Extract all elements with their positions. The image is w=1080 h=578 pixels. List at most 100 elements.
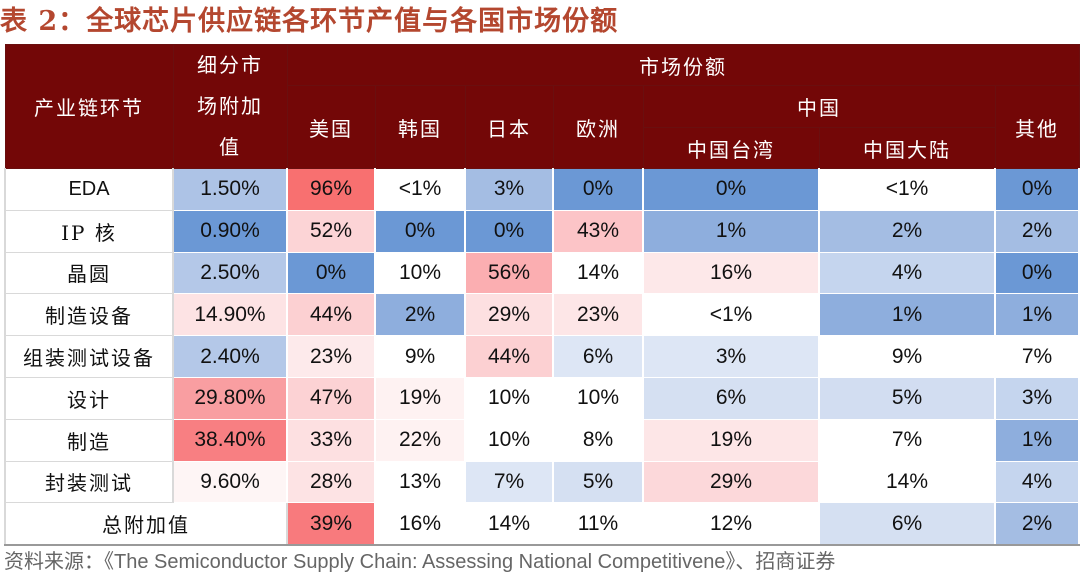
table-cell: 4%: [993, 460, 1080, 504]
table-row: 设计 29.80% 47% 19% 10% 10% 6% 5% 3%: [4, 376, 1080, 420]
total-cell: 2%: [993, 502, 1080, 546]
header-value-added-line: 值: [219, 135, 241, 159]
table-cell: 0%: [642, 168, 820, 211]
table-cell: 9%: [818, 335, 996, 378]
table-cell: <1%: [374, 168, 466, 211]
header-korea: 韩国: [374, 85, 466, 169]
total-label: 总附加值: [4, 502, 288, 546]
table-cell: 7%: [993, 335, 1080, 378]
table-cell: 2%: [374, 293, 466, 337]
table-cell: 1.50%: [172, 168, 288, 211]
table-cell: <1%: [642, 293, 820, 337]
table-caption: 全球芯片供应链各环节产值与各国市场份额: [86, 6, 619, 37]
table-cell: 29%: [464, 293, 554, 337]
table-cell: 2.50%: [172, 251, 288, 295]
table-cell: 33%: [286, 418, 376, 462]
table-cell: 6%: [642, 376, 820, 420]
table-cell: 10%: [464, 376, 554, 420]
table-cell: 0%: [993, 168, 1080, 211]
total-cell: 6%: [818, 502, 996, 546]
table-cell: 38.40%: [172, 418, 288, 462]
table-title: 表 2：全球芯片供应链各环节产值与各国市场份额: [0, 0, 618, 44]
table-cell: 47%: [286, 376, 376, 420]
table-cell: 10%: [464, 418, 554, 462]
table-cell: 16%: [642, 251, 820, 295]
table-row: 组装测试设备 2.40% 23% 9% 44% 6% 3% 9% 7%: [4, 335, 1080, 378]
table-cell: 1%: [818, 293, 996, 337]
table-cell: 19%: [374, 376, 466, 420]
header-value-added-line: 场附加: [197, 94, 263, 118]
table-cell: 3%: [993, 376, 1080, 420]
table-cell: 5%: [552, 460, 644, 504]
table-cell: 9%: [374, 335, 466, 378]
row-label: 制造: [4, 418, 174, 462]
table-cell: 6%: [552, 335, 644, 378]
row-label: 制造设备: [4, 293, 174, 337]
table-cell: 13%: [374, 460, 466, 504]
table-cell: 23%: [552, 293, 644, 337]
table-row: EDA 1.50% 96% <1% 3% 0% 0% <1% 0%: [4, 168, 1080, 211]
table-cell: 0%: [552, 168, 644, 211]
table-cell: 2%: [818, 209, 996, 253]
table-cell: 9.60%: [172, 460, 288, 504]
market-share-table: 产业链环节 细分市 场附加 值 市场份额 美国 韩国 日本 欧洲 中国 其他 中…: [4, 44, 1080, 546]
table-body: EDA 1.50% 96% <1% 3% 0% 0% <1% 0% IP 核 0.90% 52% 0% 0…: [4, 168, 1080, 546]
table-cell: 1%: [642, 209, 820, 253]
total-cell: 16%: [374, 502, 466, 546]
table-label: 表 2：: [0, 6, 87, 37]
table-cell: 44%: [464, 335, 554, 378]
table-cell: 1%: [993, 293, 1080, 337]
table-cell: 5%: [818, 376, 996, 420]
table-cell: 0%: [374, 209, 466, 253]
table-row: 制造设备 14.90% 44% 2% 29% 23% <1% 1% 1%: [4, 293, 1080, 337]
header-europe: 欧洲: [552, 85, 644, 169]
table-cell: 0%: [993, 251, 1080, 295]
table-cell: 0%: [286, 251, 376, 295]
header-taiwan: 中国台湾: [642, 127, 820, 169]
table-cell: 96%: [286, 168, 376, 211]
table-cell: 0.90%: [172, 209, 288, 253]
table-cell: 14%: [552, 251, 644, 295]
row-label: 组装测试设备: [4, 335, 174, 378]
table-cell: 3%: [464, 168, 554, 211]
table-row: 晶圆 2.50% 0% 10% 56% 14% 16% 4% 0%: [4, 251, 1080, 295]
header-japan: 日本: [464, 85, 554, 169]
table-cell: 2%: [993, 209, 1080, 253]
header-others: 其他: [994, 85, 1080, 169]
header-china: 中国: [642, 85, 996, 128]
table-cell: 22%: [374, 418, 466, 462]
total-cell: 11%: [552, 502, 644, 546]
table-cell: 52%: [286, 209, 376, 253]
table-cell: 10%: [374, 251, 466, 295]
table-cell: 3%: [642, 335, 820, 378]
table-cell: 10%: [552, 376, 644, 420]
total-row: 总附加值 39% 16% 14% 11% 12% 6% 2%: [4, 502, 1080, 546]
table-cell: 29.80%: [172, 376, 288, 420]
table-row: 封装测试 9.60% 28% 13% 7% 5% 29% 14% 4%: [4, 460, 1080, 504]
total-cell: 14%: [464, 502, 554, 546]
row-label: 晶圆: [4, 251, 174, 295]
total-cell: 39%: [286, 502, 376, 546]
table-row: IP 核 0.90% 52% 0% 0% 43% 1% 2% 2%: [4, 209, 1080, 253]
header-segment: 产业链环节: [4, 44, 174, 169]
total-cell: 12%: [642, 502, 820, 546]
table-cell: 44%: [286, 293, 376, 337]
source-note: 资料来源：《The Semiconductor Supply Chain: As…: [4, 551, 836, 573]
table-cell: 43%: [552, 209, 644, 253]
table-cell: 14%: [818, 460, 996, 504]
header-value-added-line: 细分市: [197, 53, 263, 77]
header-mainland: 中国大陆: [818, 127, 996, 169]
header-market-share: 市场份额: [286, 44, 1080, 86]
table-cell: 29%: [642, 460, 820, 504]
table-cell: 19%: [642, 418, 820, 462]
row-label: 封装测试: [4, 460, 174, 504]
table-cell: 23%: [286, 335, 376, 378]
table-cell: 4%: [818, 251, 996, 295]
table-cell: <1%: [818, 168, 996, 211]
table-cell: 8%: [552, 418, 644, 462]
row-label: EDA: [4, 168, 174, 211]
row-label: 设计: [4, 376, 174, 420]
table-cell: 7%: [464, 460, 554, 504]
header-value-added: 细分市 场附加 值: [172, 44, 288, 169]
table-cell: 0%: [464, 209, 554, 253]
